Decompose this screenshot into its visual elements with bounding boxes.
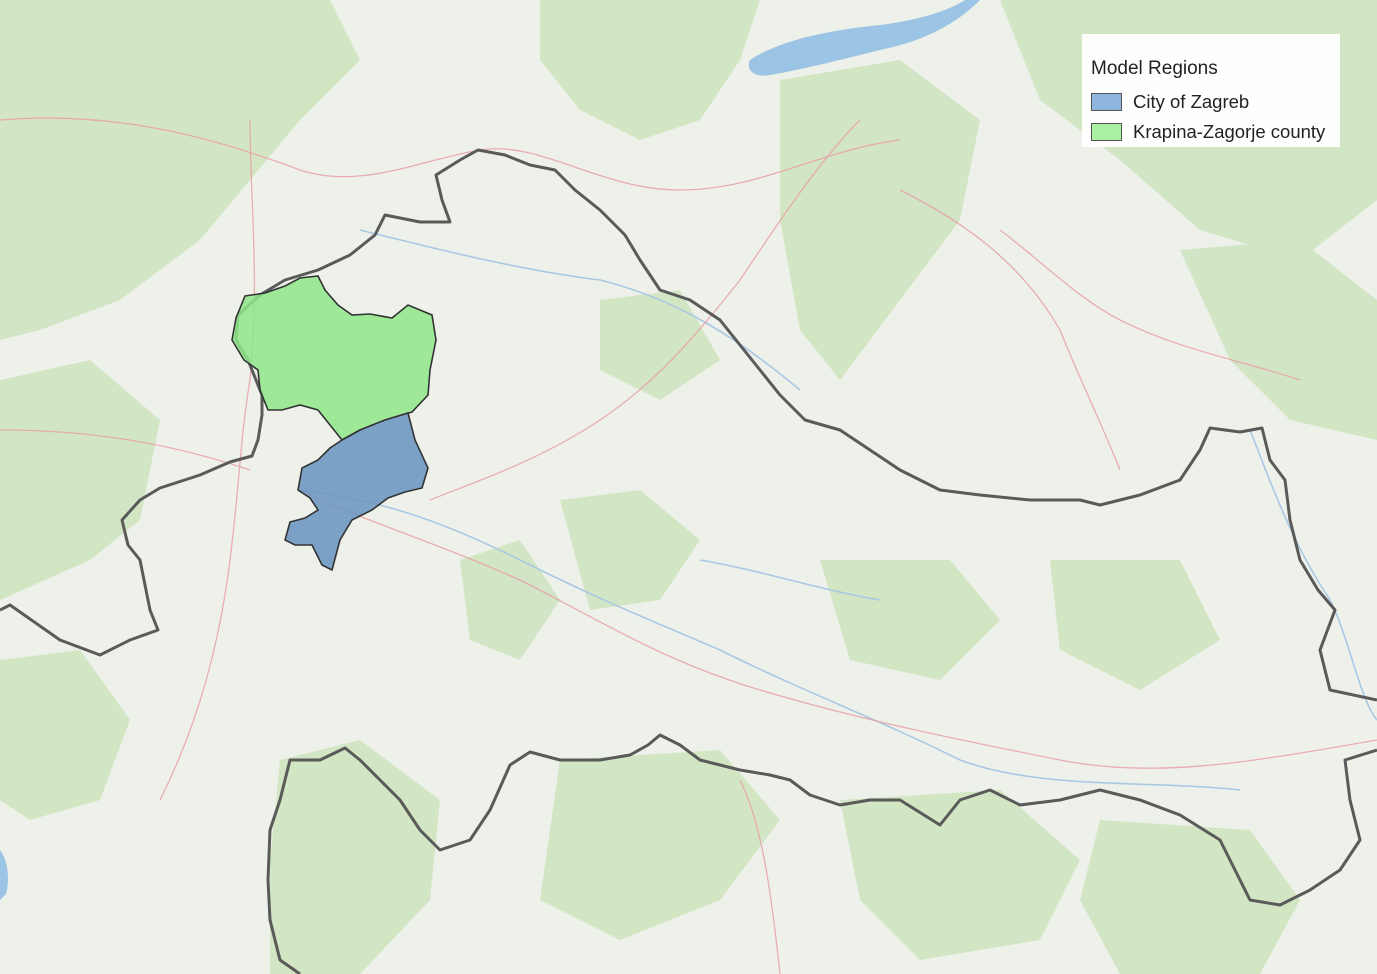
national-border — [0, 148, 1377, 702]
legend-swatch-krapina-zagorje — [1091, 123, 1122, 141]
legend-title: Model Regions — [1091, 58, 1218, 79]
map-legend: Model Regions City of Zagreb Krapina-Zag… — [1082, 34, 1340, 147]
lakes — [0, 0, 980, 900]
region-krapina-zagorje[interactable] — [231, 275, 437, 442]
lake-edge — [0, 850, 8, 900]
legend-swatch-city-of-zagreb — [1091, 93, 1122, 111]
legend-label: Krapina-Zagorje county — [1133, 121, 1326, 142]
region-city-of-zagreb[interactable] — [284, 411, 429, 572]
legend-label: City of Zagreb — [1133, 91, 1250, 112]
lake-balaton — [748, 0, 980, 76]
national-border-south — [266, 733, 1377, 974]
legend-item-krapina-zagorje[interactable]: Krapina-Zagorje county — [1091, 117, 1340, 147]
legend-item-city-of-zagreb[interactable]: City of Zagreb — [1091, 87, 1340, 117]
rivers — [299, 229, 1377, 791]
